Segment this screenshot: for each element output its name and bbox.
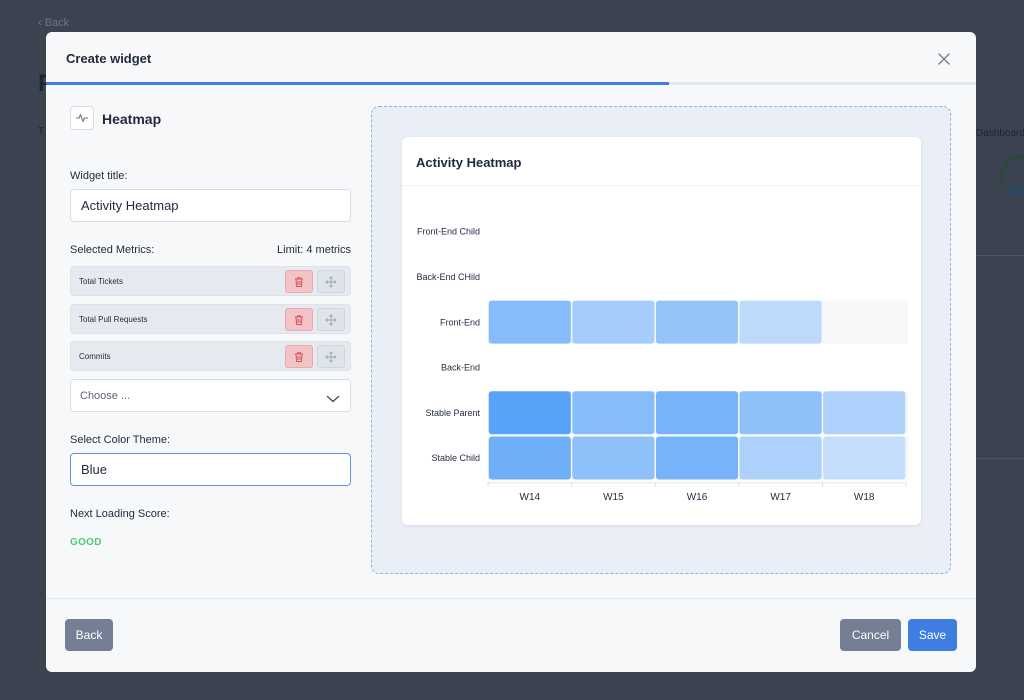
save-button[interactable]: Save [908, 619, 957, 651]
heatmap-cell[interactable] [572, 300, 655, 344]
heatmap-cell[interactable] [488, 436, 571, 480]
heatmap-column-label: W14 [520, 492, 541, 503]
footer-divider [46, 598, 976, 599]
heatmap-row-label: Back-End CHild [416, 272, 480, 282]
widget-title-input[interactable] [70, 189, 351, 222]
move-handle-icon[interactable] [317, 345, 345, 368]
selected-metrics-label: Selected Metrics: [70, 244, 155, 256]
heatmap-row-label: Front-End Child [417, 227, 480, 237]
heatmap-cell[interactable] [572, 391, 655, 435]
heatmap-cell[interactable] [655, 436, 739, 480]
heatmap-cell[interactable] [488, 391, 571, 435]
widget-preview-area: Activity Heatmap Front-End Child Back-End… [371, 106, 951, 574]
loading-score-value: GOOD [70, 537, 102, 548]
background-divider [976, 255, 1024, 256]
widget-title-label: Widget title: [70, 170, 128, 182]
heatmap-cell[interactable] [823, 436, 906, 480]
background-dashboard-label: Dashboard [976, 128, 1024, 139]
metric-select-placeholder: Choose ... [80, 390, 131, 402]
loading-score-label: Next Loading Score: [70, 508, 170, 520]
trash-icon[interactable] [285, 308, 313, 331]
activity-icon [70, 106, 94, 130]
heatmap-row-label: Stable Child [431, 453, 480, 463]
chevron-down-icon [326, 391, 340, 409]
heatmap-row-label: Back-End [441, 363, 480, 373]
color-theme-input[interactable] [70, 453, 351, 486]
heatmap-column-label: W15 [603, 492, 624, 503]
heatmap-cell[interactable] [572, 436, 655, 480]
step-progress-bar [46, 82, 976, 85]
heatmap-column-label: W18 [854, 492, 875, 503]
heatmap-cell[interactable] [739, 391, 822, 435]
heatmap-cell[interactable] [655, 391, 739, 435]
color-theme-label: Select Color Theme: [70, 434, 171, 446]
metric-label: Total Pull Requests [79, 315, 148, 324]
heatmap-cell[interactable] [655, 300, 739, 344]
metric-label: Commits [79, 352, 111, 361]
heatmap-cell[interactable] [488, 300, 571, 344]
heatmap-cell[interactable] [823, 391, 906, 435]
trash-icon[interactable] [285, 270, 313, 293]
metric-item: Total Tickets [70, 266, 351, 296]
modal-title: Create widget [66, 51, 152, 66]
card-divider [402, 185, 921, 186]
move-handle-icon[interactable] [317, 308, 345, 331]
back-button[interactable]: Back [65, 619, 113, 651]
metric-label: Total Tickets [79, 277, 124, 286]
background-score-value: GO [1008, 183, 1024, 198]
heatmap-card-title: Activity Heatmap [416, 155, 522, 170]
widget-type-name: Heatmap [102, 111, 162, 127]
metric-item: Total Pull Requests [70, 304, 351, 334]
heatmap-cell[interactable] [739, 436, 822, 480]
background-tab-fragment: T [38, 126, 45, 137]
heatmap-row-label: Front-End [440, 317, 480, 327]
background-divider [976, 458, 1024, 459]
heatmap-row-label: Stable Parent [425, 408, 480, 418]
heatmap-card: Activity Heatmap Front-End Child Back-End… [402, 137, 921, 525]
cancel-button[interactable]: Cancel [840, 619, 901, 651]
metrics-limit-text: Limit: 4 metrics [277, 244, 351, 256]
metric-item: Commits [70, 341, 351, 371]
background-back-link: ‹ Back [38, 17, 70, 29]
step-progress-fill [46, 82, 670, 85]
heatmap-chart: Front-End Child Back-End CHild Front-End Ba… [416, 227, 908, 503]
heatmap-cell[interactable] [739, 300, 822, 344]
metric-select[interactable]: Choose ... [70, 379, 351, 412]
close-icon[interactable] [934, 49, 954, 69]
heatmap-column-label: W17 [770, 492, 791, 503]
move-handle-icon[interactable] [317, 270, 345, 293]
heatmap-column-label: W16 [687, 492, 708, 503]
create-widget-modal: Create widget Heatmap Widget title: Sele… [46, 32, 976, 672]
trash-icon[interactable] [285, 345, 313, 368]
